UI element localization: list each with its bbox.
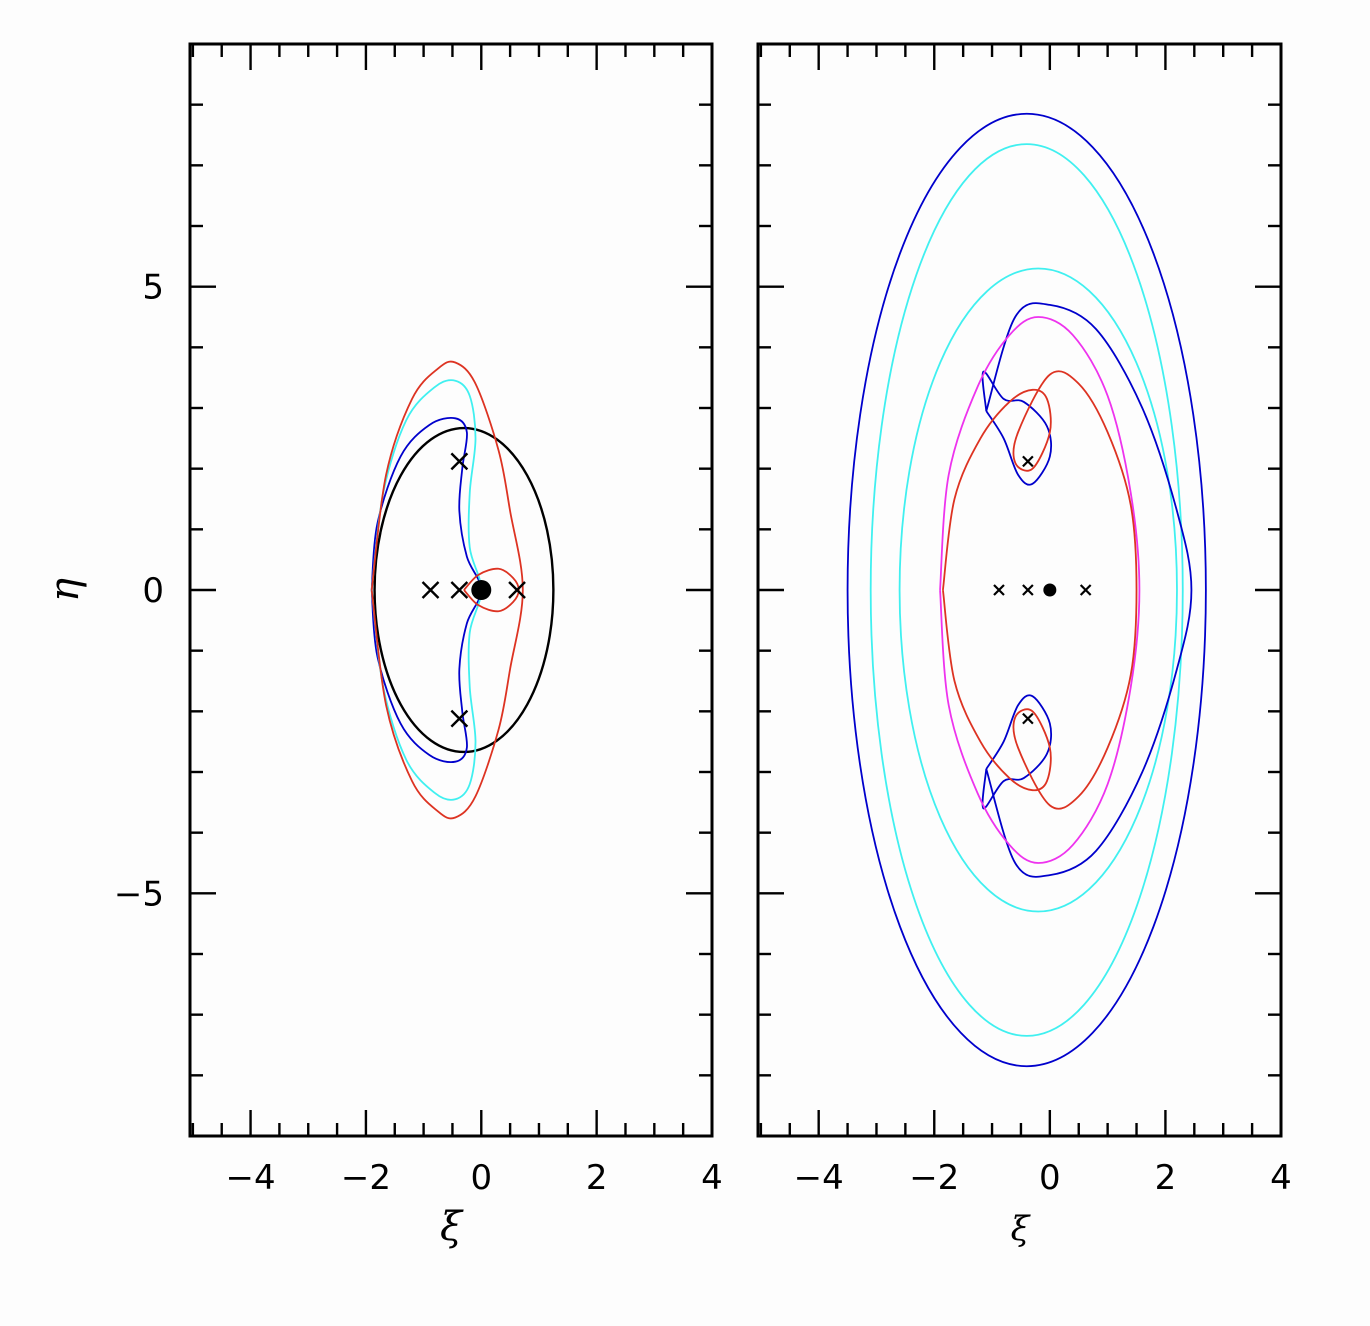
left-curves: [370, 360, 555, 820]
cross-marker-0: [1022, 455, 1034, 468]
x-tick-label: −2: [909, 1158, 959, 1198]
cross-marker-0: [450, 452, 469, 471]
dot-marker-0: [1043, 583, 1057, 597]
curve-3: [370, 360, 524, 820]
curve-7: [942, 370, 1138, 810]
left-y-axis-label: η: [42, 578, 88, 602]
x-tick-label: 4: [1270, 1158, 1292, 1198]
left-x-axis-label: ξ: [440, 1204, 464, 1250]
right-x-tick-labels: −4 −2 0 2 4: [794, 1158, 1292, 1198]
right-plot-frame: [756, 42, 1283, 1138]
cross-marker-3: [1079, 584, 1092, 596]
right-x-axis-label: ξ: [1011, 1209, 1032, 1249]
y-tick-label: 5: [142, 268, 164, 308]
x-tick-label: −2: [341, 1158, 391, 1198]
right-curves: [846, 112, 1207, 1068]
curve-0: [373, 426, 555, 754]
cross-marker-2: [450, 581, 469, 599]
cross-marker-1: [993, 584, 1005, 596]
curve-0: [846, 112, 1207, 1068]
dot-marker-0: [471, 580, 492, 600]
cross-marker-4: [450, 709, 469, 728]
curve-3: [985, 302, 1193, 878]
curve-5: [981, 694, 1053, 810]
left-x-tick-labels: −4 −2 0 2 4: [226, 1158, 723, 1198]
x-tick-label: 4: [701, 1158, 723, 1198]
curve-4: [463, 567, 520, 613]
x-tick-label: 2: [1155, 1158, 1177, 1198]
curve-2: [898, 267, 1178, 913]
y-tick-label: −5: [114, 874, 164, 914]
y-tick-label: 0: [142, 571, 164, 611]
x-tick-label: −4: [794, 1158, 844, 1198]
right-markers: [993, 455, 1092, 725]
x-tick-label: −4: [226, 1158, 276, 1198]
left-y-tick-labels: −5 0 5: [114, 268, 164, 915]
cross-marker-4: [1022, 712, 1034, 725]
x-tick-label: 2: [586, 1158, 608, 1198]
cross-marker-3: [508, 581, 526, 599]
curve-6: [939, 316, 1141, 864]
right-ticks: [758, 44, 1283, 1136]
x-tick-label: 0: [1039, 1158, 1061, 1198]
left-panel: −4 −2 0 2 4 −5 0 5 ξ η: [42, 42, 723, 1250]
curve-4: [981, 370, 1053, 486]
left-ticks: [190, 44, 714, 1136]
cross-marker-2: [1022, 584, 1034, 596]
cross-marker-1: [421, 581, 440, 599]
x-tick-label: 0: [470, 1158, 492, 1198]
right-panel: −4 −2 0 2 4 ξ: [756, 42, 1292, 1249]
left-markers: [421, 452, 526, 728]
curve-1: [869, 143, 1184, 1037]
left-plot-frame: [188, 42, 714, 1138]
